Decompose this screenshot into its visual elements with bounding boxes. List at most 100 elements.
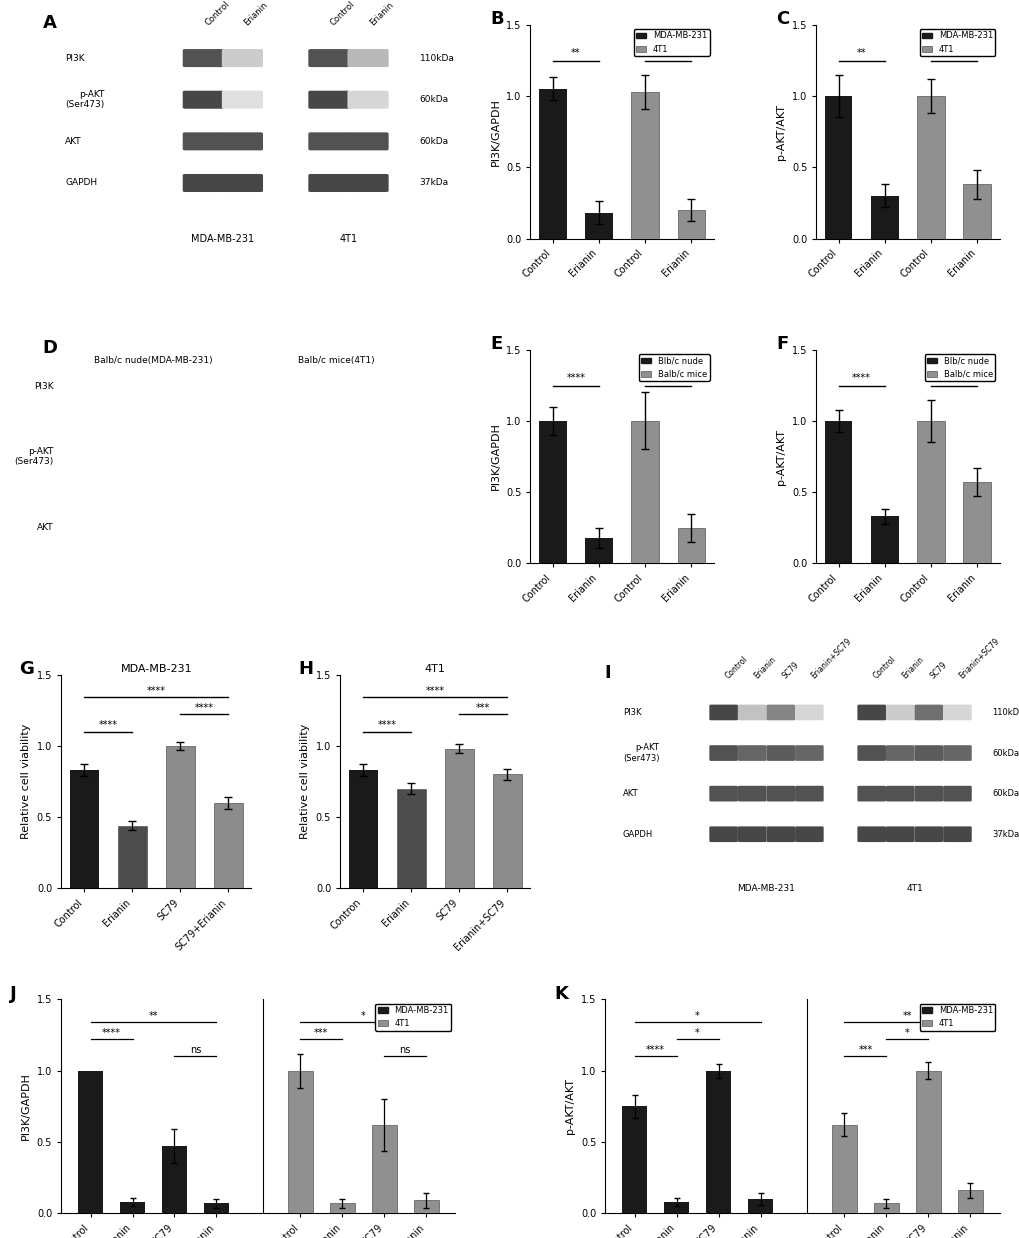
Bar bbox=[870, 516, 898, 563]
Legend: Blb/c nude, Balb/c mice: Blb/c nude, Balb/c mice bbox=[923, 354, 995, 381]
FancyBboxPatch shape bbox=[943, 745, 971, 761]
Bar bbox=[166, 745, 195, 889]
Y-axis label: Relative cell viability: Relative cell viability bbox=[21, 724, 32, 839]
Text: ****: **** bbox=[377, 721, 396, 730]
Text: AKT: AKT bbox=[38, 522, 54, 531]
Text: 4T1: 4T1 bbox=[339, 234, 358, 244]
Text: I: I bbox=[603, 664, 610, 682]
FancyBboxPatch shape bbox=[914, 827, 943, 842]
FancyBboxPatch shape bbox=[737, 704, 765, 721]
FancyBboxPatch shape bbox=[795, 704, 823, 721]
Text: 60kDa: 60kDa bbox=[419, 95, 448, 104]
Legend: MDA-MB-231, 4T1: MDA-MB-231, 4T1 bbox=[633, 28, 709, 56]
FancyBboxPatch shape bbox=[914, 786, 943, 801]
FancyBboxPatch shape bbox=[221, 132, 263, 150]
Text: AKT: AKT bbox=[65, 137, 82, 146]
Bar bbox=[492, 774, 522, 889]
FancyBboxPatch shape bbox=[765, 827, 795, 842]
FancyBboxPatch shape bbox=[765, 786, 795, 801]
Text: Control: Control bbox=[328, 0, 357, 27]
FancyBboxPatch shape bbox=[857, 786, 886, 801]
Text: **: ** bbox=[571, 48, 580, 58]
Bar bbox=[823, 97, 852, 239]
Bar bbox=[870, 196, 898, 239]
Text: ****: **** bbox=[566, 373, 585, 383]
FancyBboxPatch shape bbox=[886, 745, 914, 761]
Text: ****: **** bbox=[851, 373, 870, 383]
Text: 110kDa: 110kDa bbox=[991, 708, 1019, 717]
FancyBboxPatch shape bbox=[857, 827, 886, 842]
Text: **: ** bbox=[902, 1011, 911, 1021]
Text: 60kDa: 60kDa bbox=[419, 137, 448, 146]
Text: Erianin+SC79: Erianin+SC79 bbox=[957, 636, 1001, 680]
Y-axis label: PI3K/GAPDH: PI3K/GAPDH bbox=[21, 1072, 32, 1140]
Bar bbox=[371, 1125, 396, 1213]
Bar bbox=[162, 1146, 186, 1213]
Text: Erianin+SC79: Erianin+SC79 bbox=[809, 636, 853, 680]
Text: 110kDa: 110kDa bbox=[419, 53, 453, 63]
Bar bbox=[585, 537, 612, 563]
Bar bbox=[873, 1203, 898, 1213]
FancyBboxPatch shape bbox=[308, 90, 350, 109]
FancyBboxPatch shape bbox=[765, 745, 795, 761]
Text: *: * bbox=[695, 1011, 699, 1021]
Legend: MDA-MB-231, 4T1: MDA-MB-231, 4T1 bbox=[375, 1004, 450, 1031]
FancyBboxPatch shape bbox=[737, 786, 765, 801]
Text: 60kDa: 60kDa bbox=[991, 749, 1018, 758]
Bar bbox=[663, 1202, 689, 1213]
Y-axis label: p-AKT/AKT: p-AKT/AKT bbox=[775, 104, 786, 160]
Bar bbox=[444, 749, 473, 889]
FancyBboxPatch shape bbox=[795, 786, 823, 801]
FancyBboxPatch shape bbox=[221, 90, 263, 109]
Bar bbox=[677, 527, 705, 563]
Bar bbox=[631, 92, 658, 239]
Text: Control: Control bbox=[871, 654, 897, 680]
FancyBboxPatch shape bbox=[221, 50, 263, 67]
Bar bbox=[916, 97, 944, 239]
Text: K: K bbox=[553, 984, 568, 1003]
Text: D: D bbox=[43, 339, 58, 357]
FancyBboxPatch shape bbox=[737, 827, 765, 842]
Text: G: G bbox=[19, 660, 35, 677]
Bar bbox=[916, 421, 944, 563]
Text: PI3K: PI3K bbox=[65, 53, 85, 63]
Text: 37kDa: 37kDa bbox=[419, 178, 448, 187]
Text: PI3K: PI3K bbox=[623, 708, 641, 717]
Bar bbox=[963, 482, 990, 563]
Legend: MDA-MB-231, 4T1: MDA-MB-231, 4T1 bbox=[918, 1004, 995, 1031]
Text: ***: *** bbox=[314, 1028, 328, 1037]
Legend: MDA-MB-231, 4T1: MDA-MB-231, 4T1 bbox=[918, 28, 995, 56]
Text: *: * bbox=[695, 1028, 699, 1037]
FancyBboxPatch shape bbox=[943, 786, 971, 801]
Bar bbox=[705, 1071, 731, 1213]
Bar bbox=[631, 421, 658, 563]
FancyBboxPatch shape bbox=[347, 132, 388, 150]
FancyBboxPatch shape bbox=[182, 50, 223, 67]
Text: ****: **** bbox=[99, 721, 117, 730]
Bar bbox=[957, 1191, 982, 1213]
Text: ****: **** bbox=[147, 686, 166, 696]
Bar bbox=[538, 89, 566, 239]
Y-axis label: PI3K/GAPDH: PI3K/GAPDH bbox=[490, 422, 500, 490]
FancyBboxPatch shape bbox=[308, 50, 350, 67]
Bar bbox=[832, 1125, 856, 1213]
FancyBboxPatch shape bbox=[886, 704, 914, 721]
Text: Erianin: Erianin bbox=[243, 0, 269, 27]
FancyBboxPatch shape bbox=[708, 827, 737, 842]
FancyBboxPatch shape bbox=[308, 175, 350, 192]
FancyBboxPatch shape bbox=[182, 90, 223, 109]
Bar bbox=[287, 1071, 313, 1213]
Text: H: H bbox=[298, 660, 313, 677]
Text: ***: *** bbox=[857, 1045, 871, 1055]
Bar bbox=[214, 802, 243, 889]
Text: PI3K: PI3K bbox=[35, 381, 54, 390]
Text: ****: **** bbox=[195, 703, 214, 713]
Text: SC79: SC79 bbox=[780, 660, 800, 680]
Y-axis label: Relative cell viability: Relative cell viability bbox=[300, 724, 310, 839]
FancyBboxPatch shape bbox=[795, 827, 823, 842]
FancyBboxPatch shape bbox=[857, 745, 886, 761]
Bar bbox=[677, 210, 705, 239]
Y-axis label: p-AKT/AKT: p-AKT/AKT bbox=[565, 1078, 575, 1134]
Title: 4T1: 4T1 bbox=[425, 664, 445, 673]
Legend: Blb/c nude, Balb/c mice: Blb/c nude, Balb/c mice bbox=[638, 354, 709, 381]
